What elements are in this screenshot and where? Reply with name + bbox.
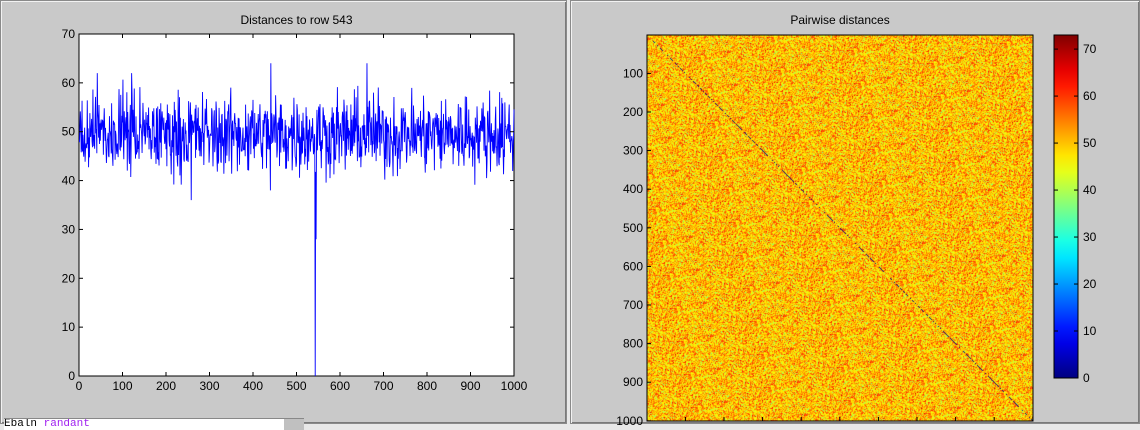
x-tick-label: 800	[417, 379, 437, 393]
colorbar-tick-label: 30	[1083, 230, 1097, 244]
heatmap-y-tick-label: 800	[623, 337, 643, 351]
heatmap-y-tick-label: 300	[623, 144, 643, 158]
heatmap-x-tick-label: 1000	[1019, 424, 1046, 425]
x-tick-label: 200	[156, 379, 176, 393]
pairwise-distance-image	[647, 35, 1033, 421]
heatmap-y-tick-label: 600	[623, 259, 643, 273]
colorbar-tick-label: 20	[1083, 277, 1097, 291]
heatmap-x-tick-label: 900	[984, 424, 1004, 425]
colorbar-tick-label: 50	[1083, 136, 1097, 150]
heatmap-y-tick-label: 500	[623, 221, 643, 235]
heatmap-x-tick-label: 400	[791, 424, 811, 425]
colorbar-tick-label: 10	[1083, 324, 1097, 338]
heatmap-x-tick-label: 700	[907, 424, 927, 425]
colorbar-tick-label: 0	[1083, 371, 1090, 385]
x-tick-label: 600	[330, 379, 350, 393]
y-tick-label: 20	[62, 271, 76, 285]
heatmap-y-tick-label: 200	[623, 105, 643, 119]
line-plot-window: Distances to row 543 0 100 200 300 400 500 600…	[0, 0, 567, 424]
heatmap-y-tick-label: 900	[623, 375, 643, 389]
behind-scrollbar[interactable]	[284, 419, 304, 430]
line-plot-area	[78, 33, 515, 377]
y-tick-label: 50	[62, 125, 76, 139]
heatmap-plot: Pairwise distances 100200300400500600700…	[616, 13, 1097, 425]
y-tick-label: 60	[62, 76, 76, 90]
y-tick-label: 10	[62, 320, 76, 334]
colorbar-tick-label: 40	[1083, 183, 1097, 197]
heatmap-x-tick-label: 200	[714, 424, 734, 425]
y-tick-label: 30	[62, 222, 76, 236]
heatmap-y-tick-label: 100	[623, 66, 643, 80]
x-tick-label: 0	[76, 379, 83, 393]
x-tick-label: 300	[199, 379, 219, 393]
y-tick-label: 40	[62, 174, 76, 188]
colorbar	[1053, 34, 1079, 379]
x-tick-label: 400	[243, 379, 263, 393]
x-tick-label: 500	[286, 379, 306, 393]
distance-series-line	[78, 63, 515, 377]
colorbar-tick-label: 60	[1083, 89, 1097, 103]
behind-text: randant	[43, 418, 90, 430]
y-tick-label: 70	[62, 27, 76, 41]
heatmap-y-tick-label: 700	[623, 298, 643, 312]
heatmap-title: Pairwise distances	[790, 13, 889, 27]
line-plot-title: Distances to row 543	[240, 13, 352, 27]
x-tick-label: 1000	[501, 379, 528, 393]
heatmap-x-tick-label: 600	[868, 424, 888, 425]
x-tick-label: 900	[460, 379, 480, 393]
line-plot: Distances to row 543 0 100 200 300 400 500 600…	[62, 13, 528, 393]
x-tick-label: 100	[112, 379, 132, 393]
heatmap-x-tick-label: 100	[675, 424, 695, 425]
heatmap-y-tick-label: 1000	[616, 414, 643, 425]
y-tick-label: 0	[68, 369, 75, 383]
behind-keyword: Ebaln	[4, 418, 38, 430]
heatmap-y-tick-label: 400	[623, 182, 643, 196]
heatmap-x-tick-label: 500	[830, 424, 850, 425]
heatmap-window: Pairwise distances 100 200 300 400 500 600 700…	[570, 0, 1140, 425]
heatmap-x-tick-label: 800	[946, 424, 966, 425]
background-editor-strip: Ebaln randant	[4, 418, 304, 430]
x-tick-label: 700	[373, 379, 393, 393]
colorbar-tick-label: 70	[1083, 42, 1097, 56]
heatmap-x-tick-label: 300	[753, 424, 773, 425]
